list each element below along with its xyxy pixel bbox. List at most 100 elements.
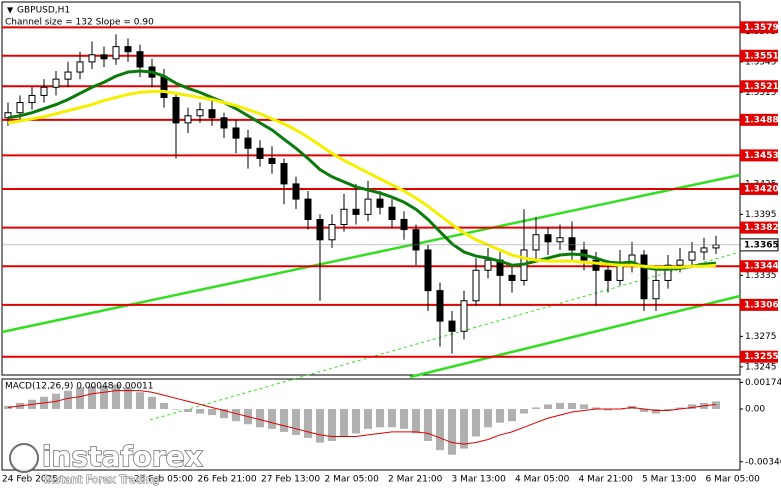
level-label: 1.3382 [744,223,779,233]
level-label-box [740,113,778,126]
candle-body [16,102,24,114]
macd-bar [160,402,168,409]
candle-body [160,76,168,98]
x-tick-label: 24 Feb 2025 [2,475,58,485]
macd-bar [424,408,432,442]
level-label: 1.3255 [744,352,779,362]
candle-body [508,274,516,281]
macd-bar [256,408,264,428]
macd-bar [148,396,156,409]
macd-bar [136,392,144,409]
level-label-box [740,182,778,195]
candle-body [460,300,468,332]
watermark-logo [9,443,39,473]
x-tick-label: 2 Mar 21:00 [388,475,443,485]
level-label-box [740,80,778,93]
candle-body [400,218,408,231]
macd-bar [652,408,660,414]
candle-body [136,51,144,68]
level-label-box [740,260,778,273]
watermark-brand: instaforex [42,440,203,473]
candle-body [664,264,672,281]
x-tick-label: 2 Mar 05:00 [325,475,380,485]
candle-body [364,198,372,215]
macd-bar [556,402,564,409]
macd-bar [316,408,324,443]
candle-body [472,269,480,302]
macd-bar [172,408,180,410]
macd-bar [664,408,672,411]
macd-bar [412,408,420,434]
level-label: 1.3579 [744,23,779,33]
candle-body [124,46,132,53]
candle-body [184,115,192,124]
macd-bar [292,408,300,435]
candle-body [76,61,84,73]
candle-body [292,183,300,200]
x-tick-label: 6 Mar 05:00 [706,475,761,485]
macd-bar [100,386,108,409]
macd-bar [340,408,348,437]
y-tick-label: 0.00174 [745,378,781,388]
level-label-box [740,350,778,363]
candle-body [544,234,552,243]
candle-body [700,247,708,253]
macd-bar [376,408,384,428]
menu-arrow: ▼ [7,6,14,15]
macd-bar [184,408,192,413]
candle-body [640,254,648,300]
x-tick-label: 26 Feb 21:00 [198,475,257,485]
level-label: 1.3344 [744,262,779,272]
macd-bar [508,408,516,422]
macd-bar [484,408,492,428]
macd-bar [544,404,552,409]
candle-body [616,264,624,281]
candle-body [328,224,336,241]
candle-body [652,279,660,300]
candle-body [208,109,216,119]
moving-average [7,89,717,269]
macd-bar [76,387,84,409]
level-label-box [740,49,778,62]
candle-body [52,78,60,88]
macd-bar [232,408,240,422]
candle-body [592,259,600,271]
x-tick-label: 26 Feb 05:00 [134,475,193,485]
x-tick-label: 5 Mar 13:00 [642,475,697,485]
channel-lower [409,294,741,379]
level-label: 1.3521 [744,82,779,92]
current-price-box [739,238,779,252]
candle-body [484,259,492,271]
macd-bar [304,408,312,438]
candle-body [424,249,432,292]
candle-body [28,94,36,104]
candle-body [100,54,108,60]
macd-bar [268,408,276,429]
x-tick-label: 4 Mar 05:00 [515,475,570,485]
chart-title: GBPUSD,H1 [17,6,70,16]
candle-body [412,229,420,251]
candle-body [352,208,360,215]
y-tick-label: 1.3245 [745,362,777,372]
macd-bar [196,408,204,414]
macd-bar [460,408,468,449]
level-label-box [740,221,778,234]
level-label: 1.3306 [744,300,779,310]
candle-body [532,234,540,251]
y-tick-label: -0.00346 [745,457,781,467]
candle-body [604,269,612,281]
y-tick-label: 1.3275 [745,332,777,342]
macd-bar [676,407,684,409]
level-label: 1.3551 [744,51,779,61]
candle-body [712,244,720,249]
y-tick-label: 1.3515 [745,88,777,98]
macd-bar [88,386,96,409]
watermark-tagline: Instant Forex Trading [44,473,160,486]
y-tick-label: 1.3545 [745,57,777,67]
macd-title: MACD(12,26,9) 0.00048 0.00011 [5,382,154,392]
candle-body [280,163,288,185]
macd-bar [124,387,132,409]
candle-body [172,96,180,124]
candle-body [688,251,696,261]
